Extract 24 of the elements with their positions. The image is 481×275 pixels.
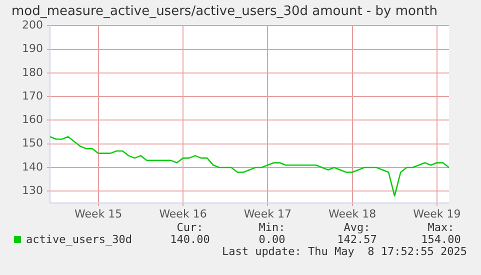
y-tick-label: 190 [22, 42, 43, 56]
x-tick-label: Week 17 [244, 207, 292, 220]
text: 140.00 [169, 233, 211, 246]
text: Max: [426, 221, 456, 234]
y-tick-label: 160 [22, 113, 43, 126]
x-tick-label: Week 19 [413, 207, 461, 220]
text: Cur: [176, 221, 204, 234]
y-tick-label: 150 [22, 136, 43, 150]
y-tick-label: 200 [22, 18, 43, 32]
y-tick-label: 180 [22, 66, 43, 79]
x-tick-label: Week 16 [159, 207, 207, 220]
x-tick-label: Week 18 [328, 207, 376, 220]
x-tick-label: Week 15 [74, 207, 122, 220]
text: 0.00 [258, 233, 286, 246]
y-tick-label: 170 [22, 89, 43, 102]
text: Min: [258, 221, 286, 234]
text: Avg: [342, 221, 372, 234]
text: 142.57 [336, 233, 378, 246]
y-tick-label: 140 [22, 160, 43, 174]
text: Last update: Thu May 8 17:52:55 2025 [222, 245, 467, 258]
text: 154.00 [420, 233, 462, 246]
chart-title: mod_measure_active_users/active_users_30d amount - by month [11, 4, 438, 20]
legend-label: active_users_30d [26, 233, 132, 246]
y-tick-label: 130 [22, 184, 43, 198]
